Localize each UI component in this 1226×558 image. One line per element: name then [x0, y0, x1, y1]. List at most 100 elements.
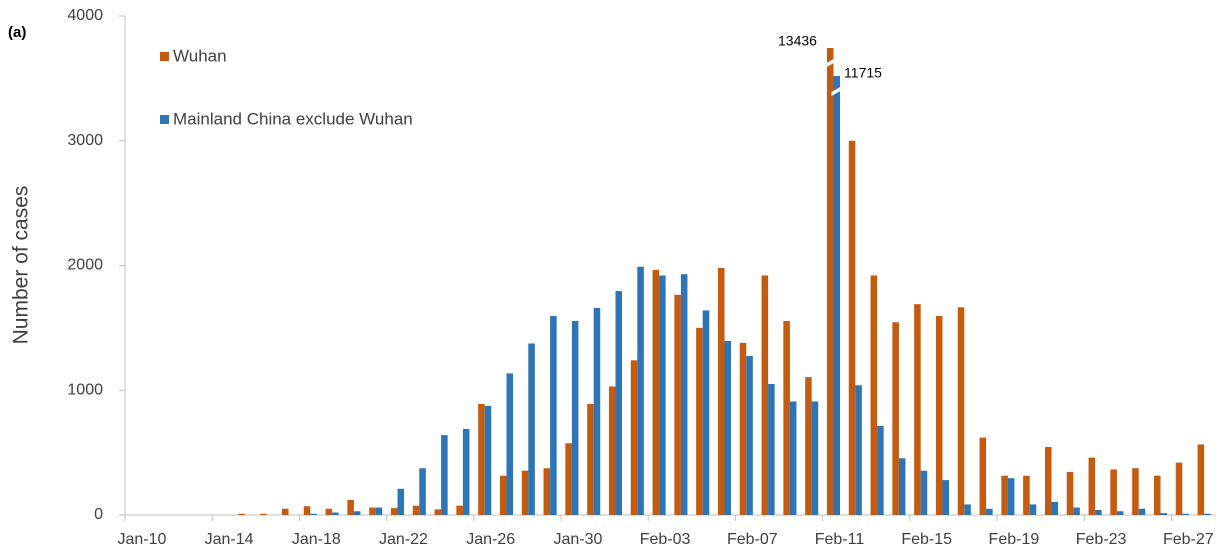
bar: [1175, 462, 1183, 515]
bar: [986, 508, 993, 515]
bar: [1116, 511, 1124, 515]
bar: [898, 458, 906, 515]
bar: [543, 468, 551, 515]
bar: [260, 513, 267, 515]
x-tick-label: Jan-14: [205, 531, 254, 548]
bar: [593, 307, 601, 515]
bar: [1073, 507, 1080, 515]
bar: [484, 405, 492, 515]
bar: [1001, 475, 1008, 515]
x-tick-label: Jan-26: [466, 531, 515, 548]
bar: [979, 437, 987, 515]
bar: [892, 322, 899, 515]
bar: [696, 327, 703, 515]
legend-swatch: [160, 52, 169, 61]
bar: [1029, 504, 1037, 515]
y-tick-label: 4000: [67, 7, 103, 24]
bar: [674, 294, 681, 515]
bar: [397, 488, 405, 515]
bar: [957, 307, 965, 515]
bar: [783, 321, 790, 515]
x-tick-label: Jan-18: [292, 531, 341, 548]
bar: [920, 470, 928, 515]
bar: [521, 470, 529, 515]
bar: [652, 269, 660, 515]
bar: [768, 384, 775, 515]
bar: [1138, 508, 1146, 515]
bar: [1007, 478, 1015, 515]
x-tick-label: Feb-19: [989, 531, 1040, 548]
bar: [746, 355, 753, 515]
bar: [761, 275, 769, 515]
x-tick-label: Jan-30: [553, 531, 602, 548]
bar: [630, 360, 638, 515]
bar: [303, 506, 311, 515]
bar: [587, 403, 594, 515]
bar: [935, 316, 943, 515]
bar: [877, 425, 884, 515]
bar: [1066, 471, 1074, 515]
bar: [1110, 469, 1117, 515]
bar: [375, 507, 383, 515]
y-tick-label: 3000: [67, 132, 103, 149]
bar: [637, 266, 644, 515]
bar: [332, 512, 339, 515]
bar: [369, 507, 376, 515]
bar: [680, 274, 688, 515]
bar: [353, 511, 361, 515]
bar: [805, 377, 812, 515]
x-tick-label: Feb-23: [1076, 531, 1127, 548]
x-tick-label: Jan-22: [379, 531, 428, 548]
bar: [964, 504, 971, 515]
bar: [456, 505, 463, 515]
bar: [942, 480, 950, 515]
bar: [1051, 501, 1059, 515]
bar: [281, 508, 289, 515]
bar: [724, 340, 732, 515]
bar: [855, 385, 862, 515]
bar: [659, 275, 666, 515]
bar: [848, 140, 856, 515]
bar: [914, 304, 921, 515]
bar: [565, 443, 572, 515]
bar: [325, 508, 333, 515]
bar: [1044, 447, 1052, 515]
bar: [1132, 468, 1139, 515]
bar: [1023, 475, 1030, 515]
bar: [833, 76, 841, 515]
bar: [811, 401, 819, 515]
bar: [419, 468, 426, 515]
bar: [441, 435, 448, 515]
legend-label: Mainland China exclude Wuhan: [173, 109, 413, 128]
axis-break: [824, 58, 836, 68]
y-tick-label: 2000: [67, 257, 103, 274]
bar: [608, 386, 616, 515]
bar: [826, 48, 834, 515]
bar: [434, 509, 442, 515]
bar: [499, 475, 507, 515]
bar: [550, 316, 557, 515]
y-tick-label: 1000: [67, 381, 103, 398]
legend-label: Wuhan: [173, 46, 227, 65]
bar: [1153, 475, 1161, 515]
bar: [528, 343, 535, 515]
bar: [571, 321, 579, 515]
data-label: 11715: [844, 65, 882, 81]
bar: [870, 275, 878, 515]
panel-label: (a): [8, 24, 26, 41]
data-label: 13436: [778, 33, 817, 49]
bar: [310, 513, 317, 515]
x-tick-label: Feb-03: [640, 531, 691, 548]
x-tick-label: Feb-07: [727, 531, 778, 548]
legend-swatch: [160, 115, 169, 124]
x-tick-label: Feb-15: [901, 531, 952, 548]
bar: [1088, 457, 1096, 515]
bar: [1095, 510, 1102, 515]
bar: [789, 401, 797, 515]
bar: [390, 508, 398, 515]
bar: [506, 373, 514, 515]
bar: [1160, 513, 1168, 515]
bar: [739, 342, 747, 515]
bar: [478, 403, 485, 515]
axis-break: [831, 86, 843, 96]
